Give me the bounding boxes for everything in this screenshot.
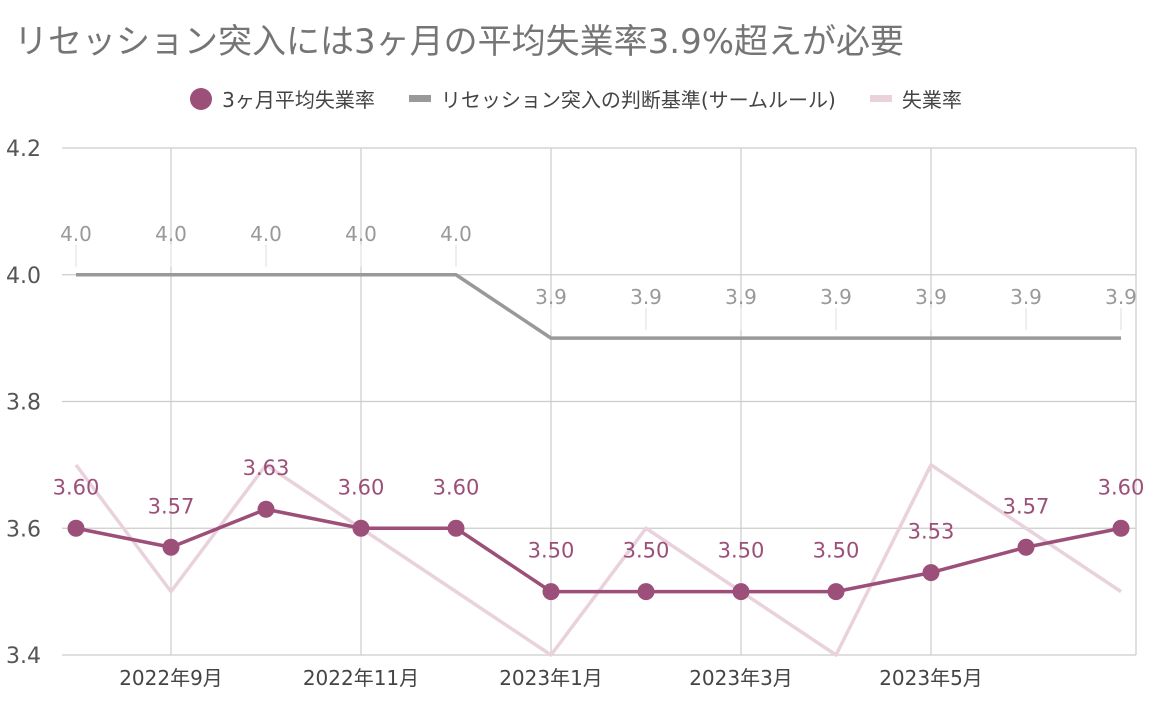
sahm-rule-data-label: 3.9 bbox=[915, 285, 947, 309]
chart-title: リセッション突入には3ヶ月の平均失業率3.9%超えが必要 bbox=[14, 22, 905, 62]
avg-unemployment-point bbox=[352, 519, 370, 537]
legend-avg-label: 3ヶ月平均失業率 bbox=[222, 88, 375, 112]
avg-unemployment-point bbox=[162, 538, 180, 556]
avg-unemployment-data-label: 3.60 bbox=[53, 475, 100, 499]
avg-unemployment-data-label: 3.53 bbox=[908, 520, 955, 544]
sahm-rule-data-label: 3.9 bbox=[535, 285, 567, 309]
avg-unemployment-data-label: 3.50 bbox=[718, 539, 765, 563]
avg-unemployment-data-label: 3.60 bbox=[433, 475, 480, 499]
avg-unemployment-point bbox=[447, 519, 465, 537]
sahm-rule-data-label: 3.9 bbox=[1105, 285, 1137, 309]
avg-unemployment-point bbox=[732, 583, 750, 601]
sahm-rule-data-label: 3.9 bbox=[725, 285, 757, 309]
legend-item-rate[interactable]: 失業率 bbox=[869, 84, 962, 113]
sahm-rule-data-label: 4.0 bbox=[440, 222, 472, 246]
sahm-rule-data-label: 4.0 bbox=[345, 222, 377, 246]
avg-unemployment-data-label: 3.57 bbox=[148, 494, 195, 518]
avg-unemployment-point bbox=[922, 564, 940, 582]
avg-unemployment-data-label: 3.50 bbox=[528, 539, 575, 563]
x-tick-label: 2022年11月 bbox=[303, 666, 419, 690]
sahm-rule-data-label: 3.9 bbox=[1010, 285, 1042, 309]
x-tick-label: 2023年1月 bbox=[499, 666, 603, 690]
sahm-rule-data-label: 3.9 bbox=[630, 285, 662, 309]
legend-item-avg[interactable]: 3ヶ月平均失業率 bbox=[190, 84, 375, 113]
avg-unemployment-point bbox=[1112, 519, 1130, 537]
avg-unemployment-line bbox=[75, 507, 1122, 594]
y-tick-label: 4.0 bbox=[6, 264, 41, 289]
avg-unemployment-point bbox=[67, 519, 85, 537]
legend: 3ヶ月平均失業率 リセッション突入の判断基準(サームルール) 失業率 bbox=[0, 84, 1152, 113]
legend-sahm-swatch bbox=[408, 95, 431, 102]
sahm-rule-data-label: 4.0 bbox=[250, 222, 282, 246]
avg-unemployment-point bbox=[542, 583, 560, 601]
avg-unemployment-point bbox=[827, 583, 845, 601]
avg-unemployment-data-label: 3.63 bbox=[243, 456, 290, 480]
avg-unemployment-data-label: 3.60 bbox=[1098, 475, 1145, 499]
legend-rate-swatch bbox=[869, 95, 892, 102]
y-tick-label: 3.6 bbox=[6, 517, 41, 542]
avg-unemployment-point bbox=[637, 583, 655, 601]
x-tick-label: 2022年9月 bbox=[119, 666, 223, 690]
legend-item-sahm[interactable]: リセッション突入の判断基準(サームルール) bbox=[408, 84, 836, 113]
avg-unemployment-data-label: 3.50 bbox=[813, 539, 860, 563]
unemployment-rate-line bbox=[74, 463, 1122, 657]
sahm-rule-line bbox=[76, 273, 1121, 340]
legend-rate-label: 失業率 bbox=[901, 88, 962, 112]
x-tick-label: 2023年3月 bbox=[689, 666, 793, 690]
avg-unemployment-point bbox=[257, 500, 275, 518]
legend-avg-swatch bbox=[190, 87, 213, 110]
avg-unemployment-data-label: 3.60 bbox=[338, 475, 385, 499]
y-tick-label: 3.8 bbox=[6, 391, 41, 416]
sahm-rule-data-label: 3.9 bbox=[820, 285, 852, 309]
sahm-rule-data-label: 4.0 bbox=[155, 222, 187, 246]
legend-sahm-label: リセッション突入の判断基準(サームルール) bbox=[440, 88, 836, 112]
sahm-rule-data-label: 4.0 bbox=[60, 222, 92, 246]
avg-unemployment-data-label: 3.50 bbox=[623, 539, 670, 563]
y-tick-label: 3.4 bbox=[6, 644, 41, 669]
x-tick-label: 2023年5月 bbox=[879, 666, 983, 690]
avg-unemployment-point bbox=[1017, 538, 1035, 556]
y-tick-label: 4.2 bbox=[6, 137, 41, 162]
avg-unemployment-data-label: 3.57 bbox=[1003, 494, 1050, 518]
